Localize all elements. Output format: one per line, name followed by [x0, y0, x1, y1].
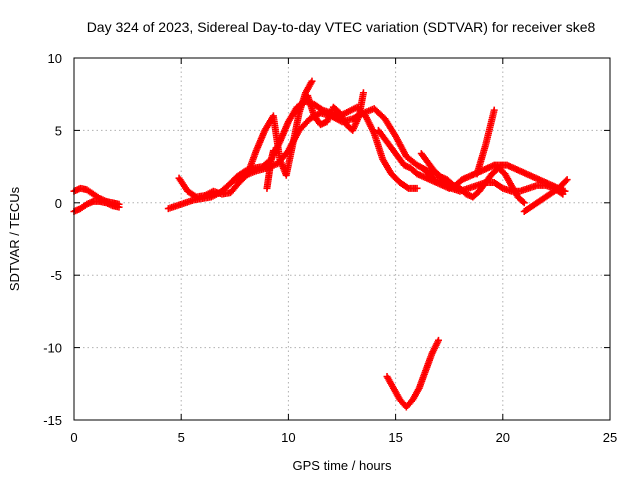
- plot-frame: [73, 57, 611, 421]
- data-point: [413, 184, 421, 192]
- series-track-l: [473, 106, 498, 178]
- series-track-b: [70, 197, 123, 215]
- series-track-m: [383, 336, 442, 411]
- data-point: [557, 189, 565, 197]
- tick-labels: 0 5 10 15 20 25 -15 -10 -5 0 5 10: [43, 51, 617, 445]
- y-tick-label: -15: [43, 413, 62, 428]
- series-track-j: [417, 150, 528, 207]
- x-tick-label: 10: [281, 430, 295, 445]
- series-track-d: [175, 77, 316, 201]
- series-track-e: [231, 105, 442, 184]
- y-tick-label: 5: [55, 123, 62, 138]
- series-track-g: [291, 89, 367, 134]
- x-tick-label: 20: [496, 430, 510, 445]
- data-series: [70, 77, 571, 411]
- data-point: [269, 147, 277, 155]
- y-axis-label: SDTVAR / TECUs: [7, 186, 22, 291]
- data-point: [562, 177, 570, 185]
- x-tick-label: 15: [388, 430, 402, 445]
- data-point: [519, 198, 527, 206]
- chart-title: Day 324 of 2023, Sidereal Day-to-day VTE…: [87, 19, 596, 35]
- x-tick-label: 5: [178, 430, 185, 445]
- data-point: [115, 203, 123, 211]
- data-point: [490, 106, 498, 114]
- y-tick-label: -10: [43, 341, 62, 356]
- x-axis-label: GPS time / hours: [293, 458, 392, 473]
- data-point: [403, 183, 411, 191]
- y-tick-label: 10: [48, 51, 62, 66]
- data-point: [434, 336, 442, 344]
- data-point: [563, 176, 571, 184]
- y-tick-label: -5: [50, 268, 62, 283]
- data-point: [559, 190, 567, 198]
- y-tick-label: 0: [55, 196, 62, 211]
- data-point: [520, 199, 528, 207]
- x-tick-label: 25: [603, 430, 617, 445]
- series-track-f: [263, 147, 277, 192]
- data-point: [308, 77, 316, 85]
- data-point: [359, 89, 367, 97]
- x-tick-label: 0: [70, 430, 77, 445]
- series-track-k: [520, 176, 571, 215]
